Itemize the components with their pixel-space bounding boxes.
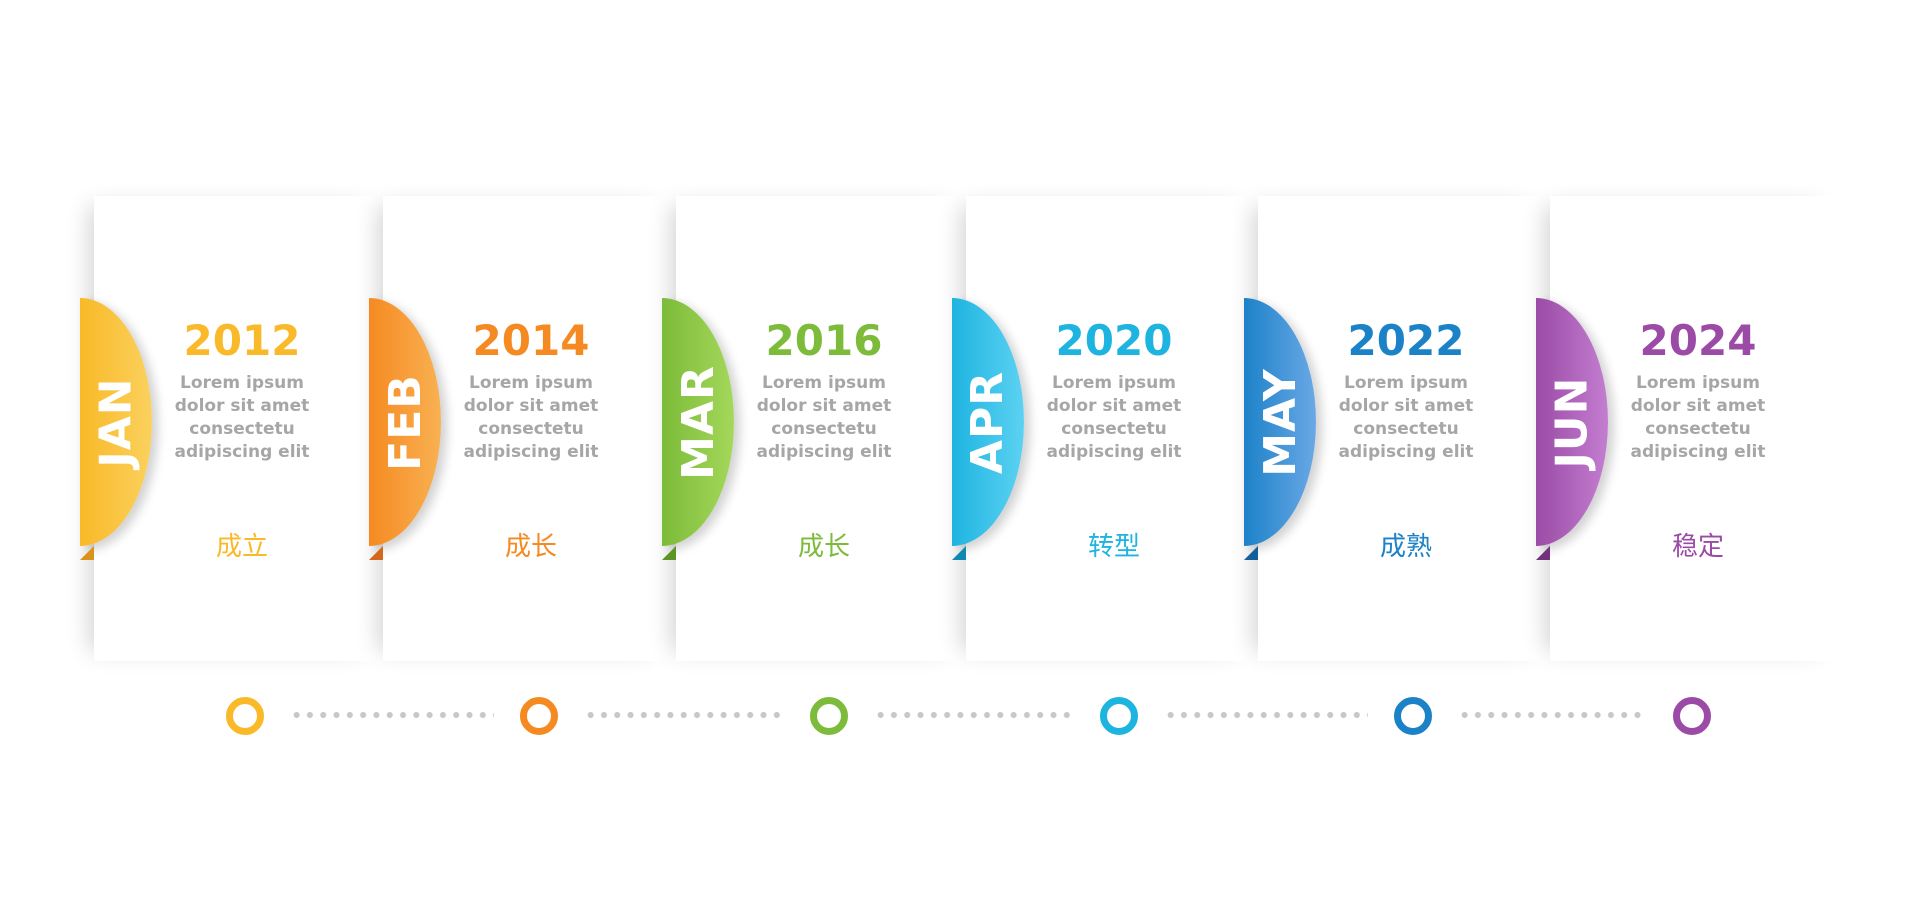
- description: Lorem ipsum dolor sit amet consectetu adipi…: [724, 372, 924, 464]
- month-tab: JAN: [80, 298, 152, 560]
- description-line: dolor sit amet: [1630, 396, 1766, 416]
- description-line: consectetu: [1353, 419, 1459, 439]
- stage-label: 成长: [504, 532, 557, 562]
- dotted-connector: [1164, 712, 1368, 718]
- year-label: 2020: [1055, 316, 1173, 365]
- month-label: FEB: [379, 373, 431, 471]
- year-label: 2012: [183, 316, 301, 365]
- description-line: Lorem ipsum: [1344, 373, 1468, 393]
- month-label: MAY: [1254, 367, 1306, 477]
- year-label: 2016: [765, 316, 883, 365]
- tab-fold: [1244, 546, 1258, 560]
- description-line: adipiscing elit: [174, 442, 310, 462]
- description-line: dolor sit amet: [1338, 396, 1474, 416]
- description-line: Lorem ipsum: [762, 373, 886, 393]
- description: Lorem ipsum dolor sit amet consectetu adipi…: [142, 372, 342, 464]
- dotted-connector: [1458, 712, 1647, 718]
- description-line: dolor sit amet: [1046, 396, 1182, 416]
- description-line: adipiscing elit: [756, 442, 892, 462]
- description: Lorem ipsum dolor sit amet consectetu adipi…: [431, 372, 631, 464]
- description-line: consectetu: [1645, 419, 1751, 439]
- description-line: dolor sit amet: [174, 396, 310, 416]
- timeline-node: [1673, 697, 1711, 735]
- stage-label: 成长: [797, 532, 850, 562]
- description-line: consectetu: [189, 419, 295, 439]
- description: Lorem ipsum dolor sit amet consectetu adipi…: [1306, 372, 1506, 464]
- description-line: adipiscing elit: [1338, 442, 1474, 462]
- stage-label: 成立: [215, 532, 268, 562]
- description-line: consectetu: [478, 419, 584, 439]
- timeline-node: [1394, 697, 1432, 735]
- month-tab: MAY: [1244, 298, 1316, 560]
- year-label: 2022: [1347, 316, 1465, 365]
- dotted-connector: [290, 712, 494, 718]
- month-label: JAN: [90, 376, 142, 468]
- year-label: 2014: [472, 316, 590, 365]
- description-line: consectetu: [1061, 419, 1167, 439]
- description-line: dolor sit amet: [756, 396, 892, 416]
- month-label: MAR: [672, 364, 724, 480]
- description: Lorem ipsum dolor sit amet consectetu adipi…: [1014, 372, 1214, 464]
- stage-label: 成熟: [1379, 532, 1432, 562]
- description-line: adipiscing elit: [1046, 442, 1182, 462]
- description-line: Lorem ipsum: [1636, 373, 1760, 393]
- dotted-connector: [584, 712, 784, 718]
- tab-fold: [1536, 546, 1550, 560]
- month-tab: JUN: [1536, 298, 1608, 560]
- tab-fold: [369, 546, 383, 560]
- description: Lorem ipsum dolor sit amet consectetu adipi…: [1598, 372, 1798, 464]
- month-tab: FEB: [369, 298, 441, 560]
- timeline-node: [810, 697, 848, 735]
- tab-fold: [952, 546, 966, 560]
- month-label: JUN: [1546, 376, 1598, 468]
- tab-fold: [80, 546, 94, 560]
- tab-fold: [662, 546, 676, 560]
- dotted-connector: [874, 712, 1074, 718]
- description-line: dolor sit amet: [463, 396, 599, 416]
- month-label: APR: [962, 370, 1014, 474]
- description-line: Lorem ipsum: [469, 373, 593, 393]
- stage-label: 稳定: [1671, 532, 1724, 562]
- description-line: Lorem ipsum: [1052, 373, 1176, 393]
- description-line: adipiscing elit: [1630, 442, 1766, 462]
- description-line: consectetu: [771, 419, 877, 439]
- timeline-node: [1100, 697, 1138, 735]
- year-label: 2024: [1639, 316, 1757, 365]
- description-line: adipiscing elit: [463, 442, 599, 462]
- description-line: Lorem ipsum: [180, 373, 304, 393]
- month-tab: MAR: [662, 298, 734, 560]
- month-tab: APR: [952, 298, 1024, 560]
- timeline-node: [226, 697, 264, 735]
- stage-label: 转型: [1087, 532, 1140, 562]
- timeline-node: [520, 697, 558, 735]
